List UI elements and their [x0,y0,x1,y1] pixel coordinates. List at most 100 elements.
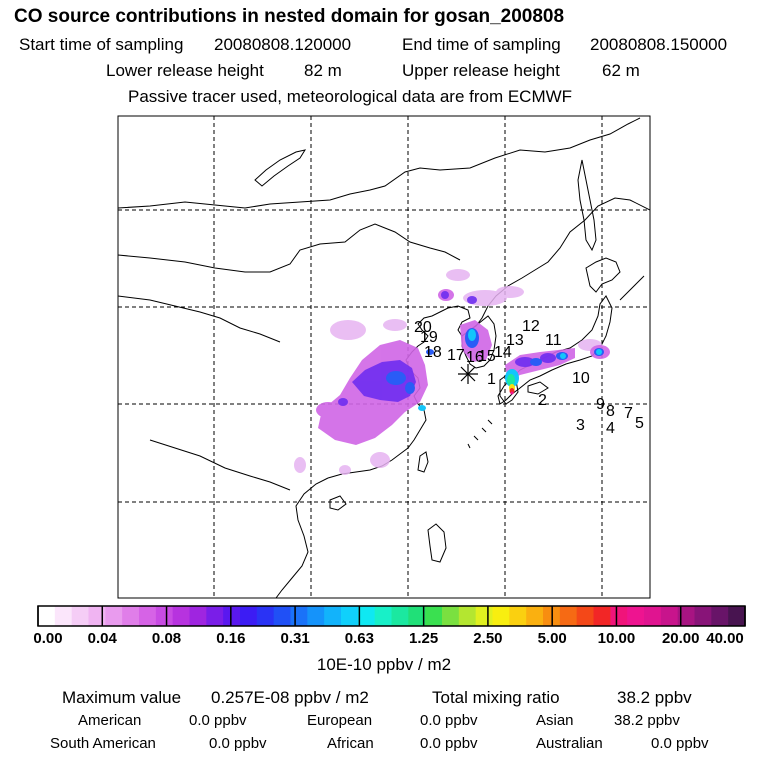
end-time-value: 20080808.150000 [590,35,728,54]
site-label: 14 [494,344,512,361]
colorbar-swatch [593,606,611,626]
colorbar-swatch [172,606,191,626]
start-time-label: Start time of sampling [19,35,184,54]
site-label: 19 [420,329,438,346]
colorbar-tick-label: 10.00 [597,630,636,647]
region-name: Asian [536,712,574,729]
site-label: 15 [478,348,496,365]
colorbar-swatch [509,606,527,626]
colorbar-swatch [290,606,308,626]
colorbar-swatch [660,606,679,626]
colorbar-swatch [391,606,409,626]
region-value: 0.0 ppbv [651,735,709,752]
colorbar-swatch [155,606,174,626]
site-label: 17 [447,347,465,364]
max-value-label: Maximum value [62,688,182,707]
colorbar-swatch [442,606,460,626]
colorbar-swatch [223,606,241,626]
site-label: 7 [624,405,633,422]
max-value: 0.257E-08 ppbv / m2 [211,688,369,707]
upper-height-value: 62 m [602,61,640,80]
lower-height-label: Lower release height [106,61,264,80]
colorbar-swatch [357,606,376,626]
colorbar-swatch [240,606,258,626]
colorbar-swatch [559,606,578,626]
region-name: South American [50,735,156,752]
colorbar-swatch [324,606,342,626]
tracer-note: Passive tracer used, meteorological data… [128,87,573,106]
region-value: 0.0 ppbv [189,712,247,729]
colorbar-tick-label: 0.00 [33,630,63,647]
colorbar-tick-label: 0.31 [280,630,310,647]
colorbar-swatch [526,606,544,626]
colorbar-swatch [273,606,292,626]
colorbar-swatch [711,606,729,626]
receptor-star-icon [458,364,478,384]
end-time-label: End time of sampling [402,35,561,54]
colorbar [37,605,746,627]
start-time-value: 20080808.120000 [214,35,352,54]
colorbar-tick-label: 0.04 [87,630,117,647]
site-label: 5 [635,415,644,432]
site-label: 11 [545,332,562,349]
co-plume [294,269,610,475]
colorbar-tick-label: 1.25 [409,630,439,647]
region-name: European [307,712,373,729]
site-label: 9 [596,396,605,413]
colorbar-swatch [425,606,443,626]
site-label: 2 [538,392,547,409]
region-value: 0.0 ppbv [420,712,478,729]
site-label: 8 [606,403,615,420]
region-value: 0.0 ppbv [209,735,267,752]
colorbar-swatch [189,606,207,626]
colorbar-swatch [627,606,645,626]
total-mixing-label: Total mixing ratio [432,688,560,707]
colorbar-swatch [610,606,628,626]
colorbar-tick-label: 0.16 [216,630,246,647]
region-value: 38.2 ppbv [614,712,680,729]
colorbar-swatch [88,606,106,626]
colorbar-swatch [492,606,510,626]
colorbar-swatch [139,606,157,626]
site-label: 12 [522,318,540,335]
colorbar-swatch [256,606,275,626]
plot-title: CO source contributions in nested domain… [14,6,565,27]
colorbar-unit: 10E-10 ppbv / m2 [316,655,452,674]
colorbar-swatch [677,606,696,626]
colorbar-swatch [54,606,73,626]
colorbar-tick-label: 0.08 [151,630,182,647]
colorbar-tick-label: 40.00 [706,630,744,647]
site-label: 3 [576,417,585,434]
region-name: American [78,712,142,729]
colorbar-swatch [576,606,595,626]
colorbar-swatch [307,606,325,626]
map-frame [117,115,651,599]
colorbar-tick-label: 0.63 [344,630,374,647]
colorbar-tick-label: 2.50 [473,630,503,647]
colorbar-tick-label: 5.00 [537,630,567,647]
site-label: 18 [424,344,442,361]
colorbar-swatch [38,606,56,626]
colorbar-swatch [458,606,477,626]
region-value: 0.0 ppbv [420,735,478,752]
colorbar-swatch [408,606,426,626]
colorbar-swatch [475,606,494,626]
colorbar-swatch [644,606,662,626]
site-label: 1 [487,371,496,388]
site-label: 4 [606,420,615,437]
colorbar-swatch [206,606,224,626]
upper-height-label: Upper release height [402,61,560,80]
site-label: 20 [414,319,432,336]
region-name: African [327,735,374,752]
colorbar-swatch [728,606,746,626]
colorbar-swatch [71,606,90,626]
colorbar-swatch [374,606,393,626]
colorbar-frame [37,605,746,627]
site-label: 10 [572,370,590,387]
site-label: 13 [506,332,524,349]
colorbar-swatch [105,606,123,626]
region-name: Australian [536,735,603,752]
colorbar-swatch [694,606,712,626]
total-mixing-value: 38.2 ppbv [617,688,692,707]
